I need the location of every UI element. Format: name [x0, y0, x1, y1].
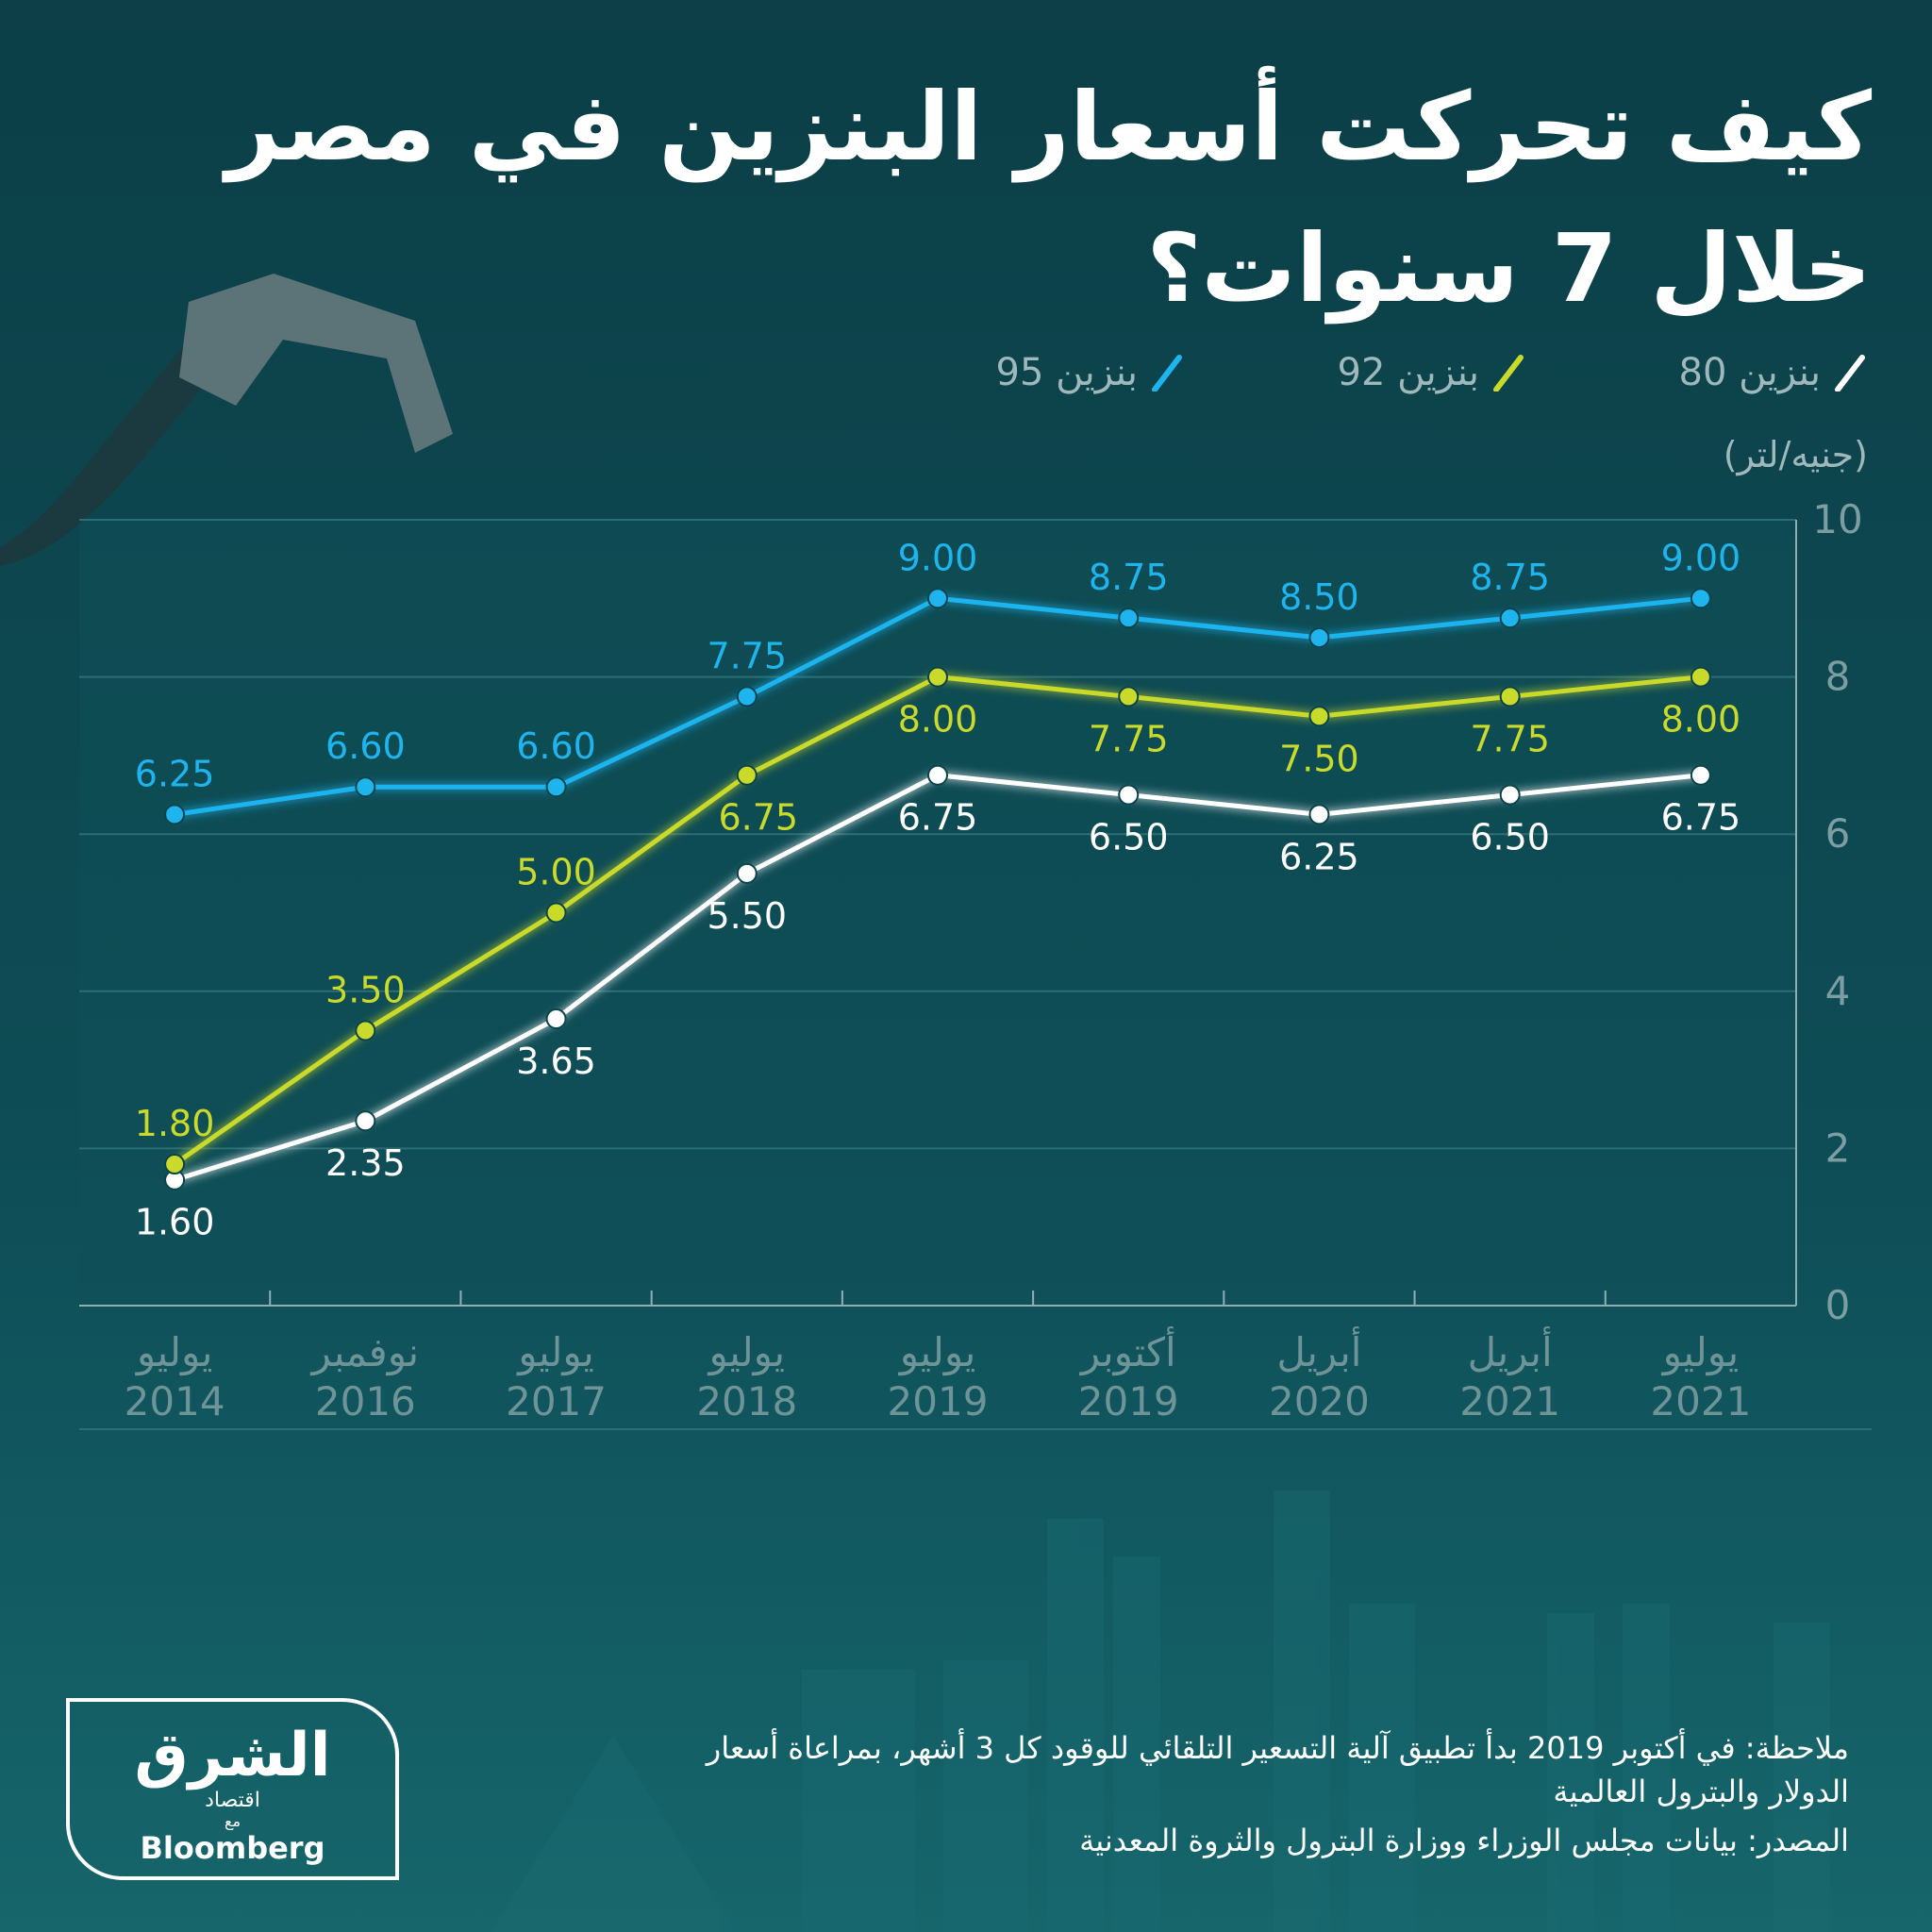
legend-label: بنزين 95	[995, 351, 1138, 394]
point	[927, 588, 948, 609]
x-tick-label: أبريل 2021	[1459, 1329, 1561, 1424]
x-tick-label: يوليو 2021	[1650, 1329, 1752, 1424]
value-label: 6.75	[898, 797, 978, 839]
point	[1690, 764, 1711, 786]
y-tick-label: 8	[1825, 654, 1851, 700]
value-label: 5.50	[707, 895, 787, 937]
value-label: 7.75	[707, 635, 787, 676]
y-tick-label: 6	[1825, 810, 1851, 857]
legend-item: بنزين 92	[1338, 351, 1524, 394]
legend-label: بنزين 92	[1337, 351, 1479, 394]
x-tick-label: نوفمبر 2016	[311, 1329, 420, 1424]
y-tick-label: 0	[1825, 1282, 1851, 1328]
value-label: 8.75	[1470, 557, 1550, 598]
value-label: 7.75	[1089, 718, 1169, 759]
x-tick-label: أبريل 2020	[1268, 1329, 1370, 1424]
value-label: 7.75	[1470, 718, 1550, 759]
y-tick-label: 4	[1825, 968, 1851, 1014]
logo: الشرق اقتصاد مع Bloomberg	[66, 1698, 399, 1880]
y-tick-label: 2	[1825, 1124, 1851, 1171]
legend-label: بنزين 80	[1678, 351, 1821, 394]
legend-swatch-line	[1493, 355, 1524, 391]
value-label: 3.65	[516, 1041, 596, 1082]
value-label: 6.50	[1089, 817, 1169, 858]
legend-swatch	[1835, 355, 1865, 391]
legend-swatch-line	[1152, 355, 1182, 391]
point	[1118, 686, 1140, 708]
value-label: 8.00	[1661, 699, 1741, 741]
value-label: 8.00	[898, 699, 978, 741]
x-tick-label: يوليو 2017	[506, 1329, 607, 1424]
point	[545, 1008, 567, 1029]
point	[355, 1020, 376, 1041]
point	[1499, 608, 1521, 629]
value-label: 6.25	[135, 753, 215, 794]
note: ملاحظة: في أكتوبر 2019 بدأ تطبيق آلية ال…	[706, 1730, 1849, 1809]
legend-item: بنزين 80	[1679, 351, 1866, 394]
point	[1499, 686, 1521, 708]
value-label: 8.50	[1279, 576, 1359, 618]
value-label: 9.00	[898, 537, 978, 578]
value-label: 8.75	[1089, 557, 1169, 598]
value-label: 7.50	[1279, 738, 1359, 779]
title: خلال 7 سنوات؟	[1146, 213, 1872, 324]
unit-label: (جنيه/لتر)	[1723, 434, 1868, 475]
logo-name: الشرق	[134, 1721, 331, 1790]
logo-with: مع	[224, 1812, 242, 1830]
plot-area	[79, 520, 1796, 1306]
legend-swatch	[1152, 355, 1182, 391]
source: المصدر: بيانات مجلس الوزراء ووزارة البتر…	[1079, 1823, 1849, 1858]
point	[1499, 784, 1521, 806]
skyline	[491, 1491, 1830, 1932]
point	[1690, 666, 1711, 688]
point	[1118, 608, 1140, 629]
value-label: 1.80	[135, 1103, 215, 1144]
point	[1308, 804, 1330, 825]
point	[1308, 626, 1330, 648]
y-tick-label: 10	[1812, 496, 1862, 542]
point	[927, 666, 948, 688]
value-label: 9.00	[1661, 537, 1741, 578]
point	[545, 776, 567, 798]
value-label: 6.75	[718, 797, 798, 839]
point	[736, 764, 758, 786]
value-label: 6.60	[516, 725, 596, 767]
legend-swatch	[1493, 355, 1524, 391]
x-tick-label: يوليو 2018	[696, 1329, 798, 1424]
title: كيف تحركت أسعار البنزين في مصر	[225, 72, 1872, 182]
point	[164, 1154, 186, 1175]
value-label: 6.60	[325, 725, 406, 767]
x-tick-label: أكتوبر 2019	[1077, 1329, 1179, 1424]
point	[1690, 588, 1711, 609]
point	[355, 776, 376, 798]
value-label: 3.50	[325, 969, 406, 1010]
x-tick-label: يوليو 2019	[887, 1329, 989, 1424]
point	[736, 862, 758, 884]
point	[1308, 706, 1330, 727]
value-label: 2.35	[325, 1142, 406, 1184]
point	[355, 1110, 376, 1132]
x-tick-label: يوليو 2014	[124, 1329, 225, 1424]
point	[545, 902, 567, 924]
value-label: 5.00	[516, 852, 596, 893]
value-label: 6.25	[1279, 836, 1359, 877]
legend-item: بنزين 95	[996, 351, 1183, 394]
logo-partner: Bloomberg	[140, 1830, 325, 1866]
point	[1118, 784, 1140, 806]
legend-swatch-line	[1835, 355, 1865, 391]
nozzle	[0, 274, 453, 566]
value-label: 1.60	[135, 1202, 215, 1243]
point	[736, 686, 758, 708]
value-label: 6.50	[1470, 817, 1550, 858]
point	[164, 804, 186, 825]
value-label: 6.75	[1661, 797, 1741, 839]
logo-sub: اقتصاد	[205, 1789, 260, 1812]
point	[927, 764, 948, 786]
